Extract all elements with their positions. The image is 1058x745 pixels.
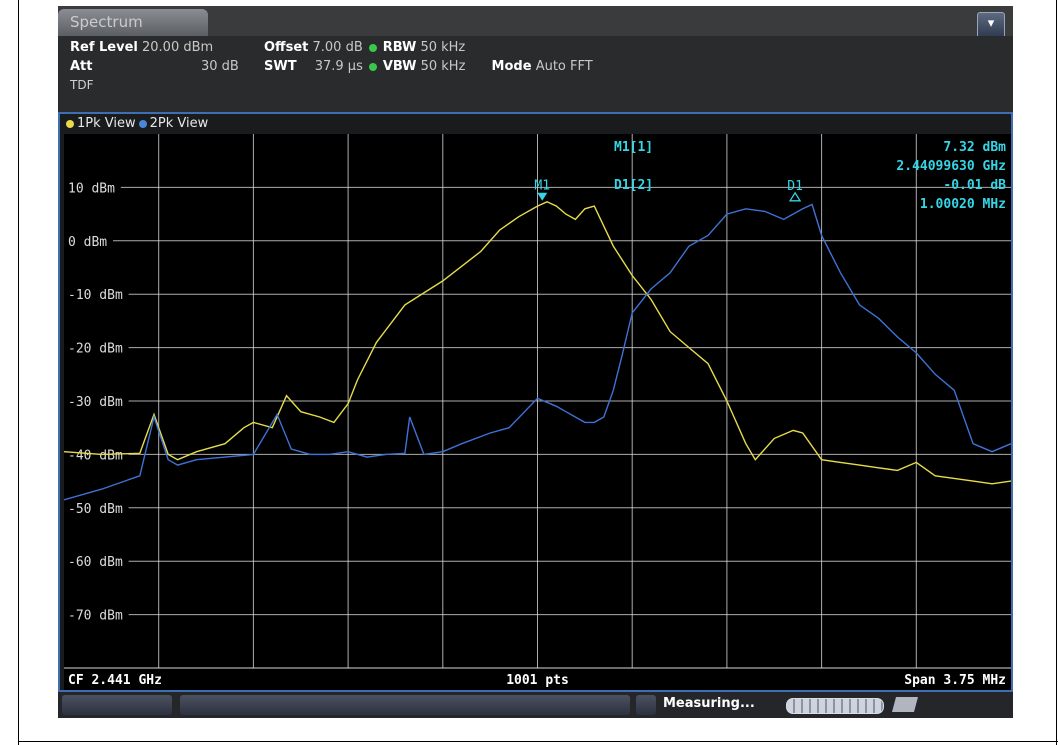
trace1-dot-icon [66,119,74,128]
settings-offset: Offset 7.00 dB RBW 50 kHz [264,40,465,55]
offset-label: Offset [264,40,309,55]
tab-bar: Spectrum ▾ [58,6,1013,38]
y-tick-label: -70 dBm [68,609,123,624]
y-tick-label: -30 dBm [68,395,123,410]
usb-icon [891,697,919,712]
trace2-dot-icon [138,119,147,128]
y-tick-label: -60 dBm [68,555,123,570]
marker-d1-triangle [788,191,802,202]
rbw-value[interactable]: 50 kHz [420,40,466,55]
document-frame-bottom [18,741,1058,742]
trace2-legend-label[interactable]: 2Pk View [149,116,209,131]
plot-area[interactable]: 10 dBm 0 dBm -10 dBm -20 dBm -30 dBm -40 dBm -… [64,134,1011,690]
att-value[interactable]: 30 dB [201,59,239,74]
y-tick-label: -20 dBm [68,342,123,357]
trace1-legend-label[interactable]: 1Pk View [77,116,136,131]
marker-m1-label: M1[1] [614,140,653,155]
marker-d1-level: -0.01 dB [943,178,1006,193]
settings-row-2: Att [70,59,93,74]
ref-level-label: Ref Level [70,40,138,55]
marker-m1-tag: M1 [534,179,550,194]
marker-d1-tag: D1 [787,179,803,194]
marker-m1-frequency: 2.44099630 GHz [896,159,1006,174]
measurement-progress-bar [786,698,884,714]
softkey-segment-1[interactable] [62,695,172,715]
marker-m1-level: 7.32 dBm [943,140,1006,155]
y-tick-label: 10 dBm [68,181,115,196]
sweep-points-label: 1001 pts [506,673,569,688]
span-label: Span 3.75 MHz [904,673,1006,688]
status-bar: Measuring... [58,692,1013,718]
spectrum-diagram: 1Pk View 2Pk View 10 dBm 0 dBm -10 dBm -20 d… [58,112,1013,692]
analyzer-screen: Spectrum ▾ Ref Level 20.00 dBm Offset 7.… [58,6,1013,718]
status-dot-icon [368,43,377,52]
trace-1pk-view [64,201,1011,485]
mode-value[interactable]: Auto FFT [535,59,593,74]
tab-spectrum[interactable]: Spectrum [58,9,208,36]
trace-2pk-view [64,203,1011,501]
settings-row-1: Ref Level 20.00 dBm [70,40,213,55]
att-label: Att [70,59,93,74]
marker-m1-triangle [537,192,548,201]
marker-d1-frequency: 1.00020 MHz [920,197,1006,212]
vbw-label: VBW [382,59,417,74]
document-frame-right [1056,0,1057,745]
swt-value[interactable]: 37.9 µs [314,59,363,74]
ref-level-value[interactable]: 20.00 dBm [142,40,214,55]
marker-d1-label: D1[2] [614,178,653,193]
center-frequency-label: CF 2.441 GHz [68,673,162,688]
tdf-label: TDF [70,78,94,92]
measuring-status: Measuring... [663,696,755,711]
trace-legend: 1Pk View 2Pk View [66,116,208,131]
y-tick-label: -50 dBm [68,502,123,517]
rbw-label: RBW [382,40,417,55]
spectrum-chart: 10 dBm 0 dBm -10 dBm -20 dBm -30 dBm -40 dBm -… [64,134,1011,688]
softkey-segment-2[interactable] [180,695,630,715]
measurement-settings-header: Ref Level 20.00 dBm Offset 7.00 dB RBW 50… [58,36,1013,112]
overflow-menu-icon[interactable]: ▾ [977,12,1005,38]
y-tick-label: -10 dBm [68,288,123,303]
y-tick-label: -40 dBm [68,448,123,463]
swt-label: SWT [264,59,297,74]
settings-swt: SWT 37.9 µs VBW 50 kHz Mode Auto FFT [264,59,593,74]
document-frame-left [18,0,19,745]
mode-label: Mode [491,59,532,74]
softkey-segment-3[interactable] [636,695,656,715]
y-tick-label: 0 dBm [68,235,107,250]
vbw-value[interactable]: 50 kHz [420,59,466,74]
offset-value[interactable]: 7.00 dB [312,40,363,55]
status-dot-icon [368,62,377,71]
settings-att-value: 30 dB [201,59,239,74]
